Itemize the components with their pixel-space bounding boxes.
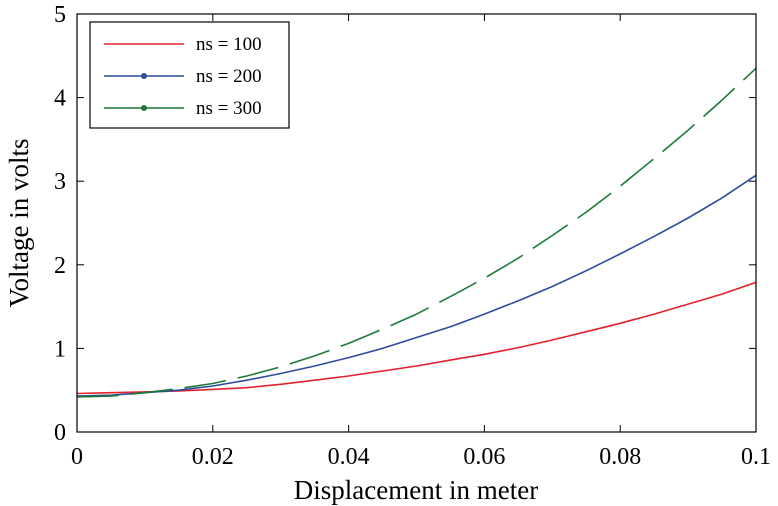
x-tick-label: 0.1 bbox=[741, 444, 771, 470]
legend-label-2: ns = 200 bbox=[196, 66, 262, 87]
series-line-3 bbox=[76, 67, 757, 398]
legend-box bbox=[89, 21, 290, 129]
x-tick-label: 0.08 bbox=[599, 444, 641, 470]
x-tick-label: 0.06 bbox=[463, 444, 505, 470]
legend-marker-3 bbox=[141, 105, 147, 111]
series-line-1 bbox=[76, 281, 757, 395]
series-line-2 bbox=[76, 174, 757, 397]
y-tick-label: 2 bbox=[54, 253, 66, 279]
x-tick-label: 0.02 bbox=[192, 444, 234, 470]
y-tick-label: 0 bbox=[54, 420, 66, 446]
y-axis-label: Voltage in volts bbox=[4, 138, 34, 307]
y-tick-label: 3 bbox=[54, 169, 66, 195]
plot-frame bbox=[76, 13, 757, 433]
x-tick-label: 0 bbox=[71, 444, 83, 470]
y-tick-label: 4 bbox=[54, 86, 66, 112]
legend: ns = 100 ns = 200 ns = 300 bbox=[89, 21, 290, 129]
y-tick-label: 5 bbox=[54, 2, 66, 28]
x-axis-label: Displacement in meter bbox=[294, 475, 538, 505]
legend-label-3: ns = 300 bbox=[196, 98, 262, 119]
legend-label-1: ns = 100 bbox=[196, 34, 262, 55]
legend-marker-2 bbox=[141, 73, 147, 79]
y-tick-label: 1 bbox=[54, 336, 66, 362]
series-layer bbox=[76, 67, 757, 398]
x-tick-label: 0.04 bbox=[328, 444, 370, 470]
tick-layer: 0 0.02 0.04 0.06 0.08 0.1 0 1 2 3 4 5 bbox=[54, 2, 771, 470]
